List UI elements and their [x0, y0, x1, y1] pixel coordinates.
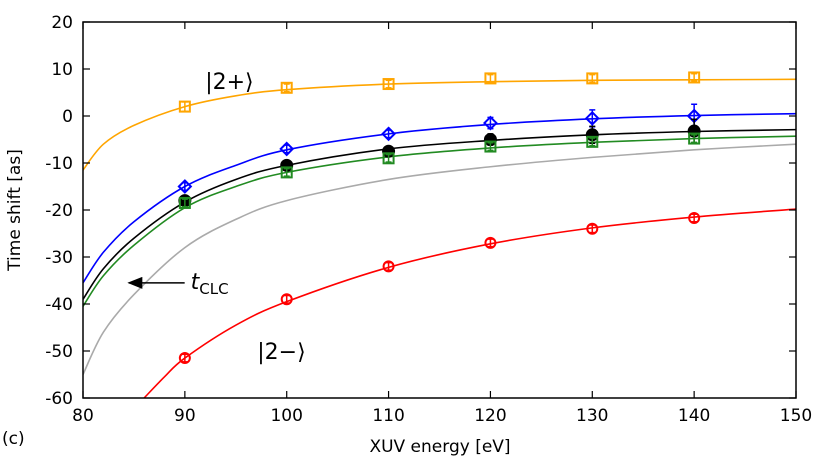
data-point — [584, 110, 600, 126]
data-point — [280, 166, 293, 179]
y-tick-label: 20 — [51, 13, 73, 33]
x-tick-label: 150 — [780, 406, 812, 426]
data-point — [586, 222, 599, 235]
tclc-t: t — [191, 270, 201, 295]
fit-curve-3 — [83, 135, 796, 307]
data-point — [586, 135, 599, 148]
axis-ticks: 80 90 100 110 120 130 140 15020100-10-20-30-40-… — [45, 13, 812, 426]
x-tick-label: 120 — [474, 406, 506, 426]
data-point — [178, 352, 191, 365]
x-tick-label: 140 — [678, 406, 710, 426]
annotation-2minus: |2−⟩ — [257, 340, 305, 365]
y-tick-label: -60 — [45, 389, 73, 409]
x-tick-label: 90 — [174, 406, 196, 426]
y-tick-label: 10 — [51, 60, 73, 80]
data-point — [483, 115, 498, 131]
y-tick-label: 0 — [62, 107, 73, 127]
fit-curve-2 — [83, 128, 796, 300]
data-point — [688, 132, 701, 145]
data-point — [177, 179, 193, 194]
y-axis-label: Time shift [as] — [5, 149, 25, 272]
annotation-2plus: |2+⟩ — [205, 70, 253, 95]
annotation-tclc: tCLC — [191, 270, 229, 298]
data-point — [280, 81, 293, 94]
y-tick-label: -20 — [45, 201, 73, 221]
data-point — [178, 100, 191, 113]
data-point — [484, 72, 497, 85]
x-tick-label: 130 — [576, 406, 608, 426]
data-point — [484, 140, 497, 153]
tclc-sub: CLC — [199, 280, 228, 298]
fit-curve-5 — [143, 208, 796, 398]
data-points — [177, 71, 702, 365]
data-point — [382, 260, 395, 273]
data-point — [279, 141, 295, 157]
fit-curve-4 — [83, 143, 796, 375]
data-point — [484, 236, 497, 249]
data-point — [586, 72, 599, 85]
fit-curve-1 — [83, 112, 796, 284]
data-point — [688, 71, 701, 84]
y-tick-label: -30 — [45, 248, 73, 268]
data-point — [382, 78, 395, 91]
x-tick-label: 80 — [72, 406, 94, 426]
data-point — [688, 211, 701, 224]
data-point — [381, 126, 396, 142]
x-axis-label: XUV energy [eV] — [369, 437, 510, 457]
x-tick-label: 110 — [372, 406, 404, 426]
data-point — [178, 196, 191, 209]
y-tick-label: -10 — [45, 154, 73, 174]
y-tick-label: -50 — [45, 342, 73, 362]
data-point — [280, 293, 293, 306]
data-point — [382, 152, 395, 165]
panel-label: (c) — [2, 429, 25, 449]
x-tick-label: 100 — [270, 406, 302, 426]
y-tick-label: -40 — [45, 295, 73, 315]
fit-curve-0 — [83, 78, 796, 171]
